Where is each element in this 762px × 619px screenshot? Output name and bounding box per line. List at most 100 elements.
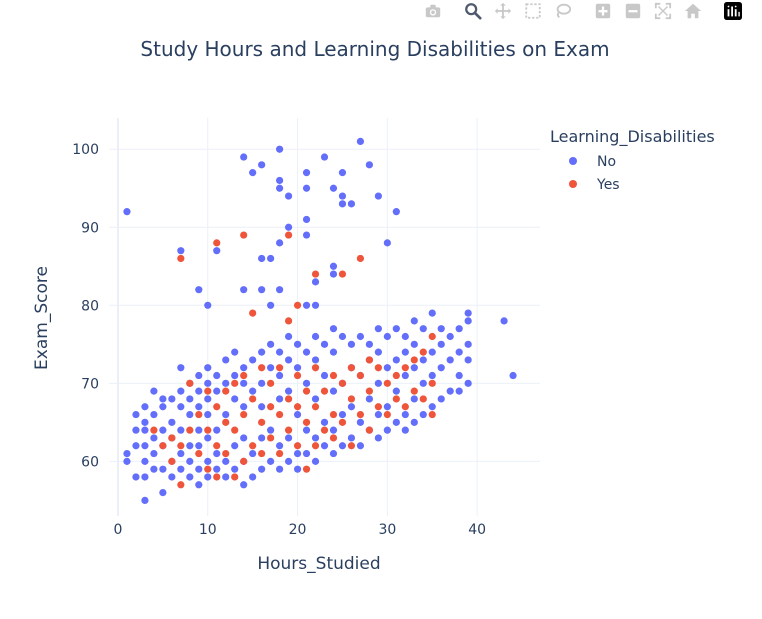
- data-point[interactable]: [347, 364, 356, 372]
- data-point[interactable]: [455, 325, 463, 333]
- data-point[interactable]: [231, 371, 239, 380]
- data-point[interactable]: [455, 387, 463, 395]
- data-point[interactable]: [284, 332, 293, 341]
- data-point[interactable]: [302, 231, 311, 239]
- data-point[interactable]: [464, 356, 472, 364]
- data-point[interactable]: [204, 465, 212, 473]
- data-point[interactable]: [383, 426, 391, 434]
- zoom-icon[interactable]: [460, 0, 486, 22]
- data-point[interactable]: [347, 442, 356, 450]
- data-point[interactable]: [177, 403, 185, 411]
- data-point[interactable]: [392, 418, 400, 426]
- data-point[interactable]: [150, 449, 158, 458]
- data-point[interactable]: [374, 379, 382, 387]
- data-point[interactable]: [410, 418, 418, 426]
- data-point[interactable]: [320, 442, 329, 450]
- data-point[interactable]: [141, 442, 149, 450]
- data-point[interactable]: [356, 254, 365, 263]
- data-point[interactable]: [356, 410, 365, 419]
- data-point[interactable]: [419, 379, 427, 387]
- data-point[interactable]: [159, 465, 167, 473]
- data-point[interactable]: [419, 356, 427, 364]
- data-point[interactable]: [141, 496, 149, 504]
- data-point[interactable]: [410, 317, 418, 325]
- data-point[interactable]: [222, 418, 230, 426]
- data-point[interactable]: [284, 387, 293, 395]
- data-point[interactable]: [284, 434, 293, 442]
- data-point[interactable]: [276, 348, 284, 356]
- data-point[interactable]: [249, 395, 257, 403]
- data-point[interactable]: [258, 254, 266, 263]
- data-point[interactable]: [293, 403, 302, 411]
- data-point[interactable]: [410, 395, 418, 403]
- data-point[interactable]: [365, 340, 373, 348]
- data-point[interactable]: [392, 325, 400, 333]
- data-point[interactable]: [276, 364, 284, 372]
- data-point[interactable]: [374, 410, 382, 419]
- data-point[interactable]: [168, 434, 176, 442]
- data-point[interactable]: [446, 356, 454, 364]
- data-point[interactable]: [293, 410, 302, 419]
- data-point[interactable]: [258, 348, 266, 356]
- data-point[interactable]: [177, 247, 185, 255]
- data-point[interactable]: [347, 395, 356, 403]
- data-point[interactable]: [177, 364, 185, 372]
- data-point[interactable]: [186, 442, 194, 450]
- data-point[interactable]: [222, 410, 230, 419]
- data-point[interactable]: [419, 395, 427, 403]
- data-point[interactable]: [240, 231, 248, 239]
- data-point[interactable]: [401, 364, 409, 372]
- data-point[interactable]: [428, 348, 436, 356]
- data-point[interactable]: [320, 340, 329, 348]
- data-point[interactable]: [213, 465, 221, 473]
- data-point[interactable]: [276, 449, 284, 458]
- data-point[interactable]: [392, 395, 400, 403]
- data-point[interactable]: [302, 348, 311, 356]
- data-point[interactable]: [338, 270, 347, 278]
- pan-icon[interactable]: [490, 0, 516, 22]
- legend-marker[interactable]: [569, 157, 577, 165]
- data-point[interactable]: [347, 340, 356, 348]
- data-point[interactable]: [276, 410, 284, 419]
- data-point[interactable]: [240, 379, 248, 387]
- data-point[interactable]: [276, 395, 284, 403]
- data-point[interactable]: [249, 309, 257, 317]
- data-point[interactable]: [249, 442, 257, 450]
- data-point[interactable]: [204, 426, 212, 434]
- data-point[interactable]: [446, 387, 454, 395]
- data-point[interactable]: [500, 317, 508, 325]
- data-point[interactable]: [329, 426, 338, 434]
- data-point[interactable]: [392, 371, 400, 380]
- data-point[interactable]: [141, 426, 149, 434]
- data-point[interactable]: [222, 449, 230, 458]
- data-point[interactable]: [464, 379, 472, 387]
- data-point[interactable]: [276, 145, 284, 153]
- data-point[interactable]: [329, 184, 338, 192]
- data-point[interactable]: [258, 449, 266, 458]
- data-point[interactable]: [401, 410, 409, 419]
- data-point[interactable]: [267, 340, 275, 348]
- data-point[interactable]: [177, 442, 185, 450]
- data-point[interactable]: [195, 465, 203, 473]
- data-point[interactable]: [284, 317, 293, 325]
- data-point[interactable]: [177, 449, 185, 458]
- data-point[interactable]: [258, 465, 266, 473]
- data-point[interactable]: [284, 356, 293, 364]
- data-point[interactable]: [132, 473, 140, 481]
- data-point[interactable]: [159, 488, 167, 497]
- data-point[interactable]: [195, 442, 203, 450]
- data-point[interactable]: [428, 371, 436, 380]
- data-point[interactable]: [141, 418, 149, 426]
- data-point[interactable]: [258, 286, 266, 294]
- data-point[interactable]: [401, 348, 409, 356]
- data-point[interactable]: [267, 426, 275, 434]
- data-point[interactable]: [267, 403, 275, 411]
- series-yes[interactable]: [150, 231, 436, 489]
- data-point[interactable]: [222, 387, 230, 395]
- data-point[interactable]: [311, 442, 320, 450]
- data-point[interactable]: [249, 387, 257, 395]
- data-point[interactable]: [258, 379, 266, 387]
- data-point[interactable]: [356, 137, 365, 146]
- data-point[interactable]: [204, 387, 212, 395]
- data-point[interactable]: [302, 169, 311, 177]
